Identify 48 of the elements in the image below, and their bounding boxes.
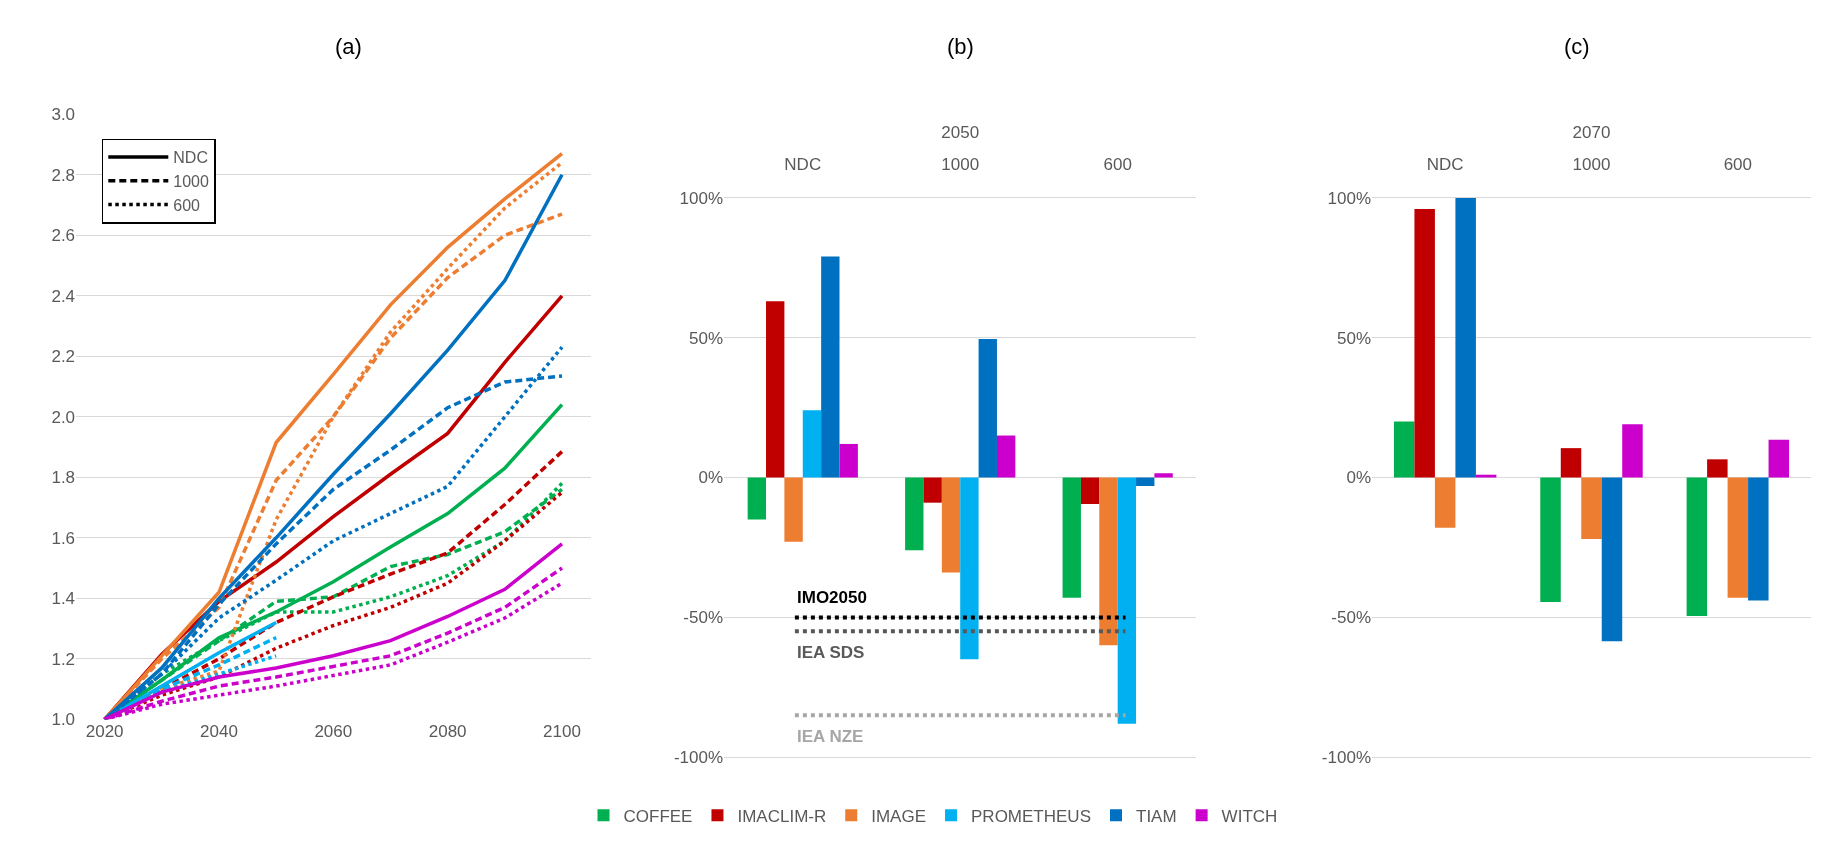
legend-label: PROMETHEUS	[971, 806, 1091, 826]
y-tick-label: 0%	[1346, 468, 1371, 488]
y-tick-label: -100%	[673, 748, 724, 768]
x-tick-label: 2060	[314, 722, 353, 742]
y-tick-label: 1.2	[51, 649, 76, 669]
y-tick-label: 0%	[698, 468, 724, 488]
y-tick-label: -50%	[1331, 608, 1371, 628]
x-tick-label: 1000	[1572, 154, 1611, 174]
x-tick-label: 1000	[941, 154, 980, 174]
y-tick-label: 2.8	[51, 165, 76, 185]
legend-label: 600	[173, 196, 201, 214]
legend-label: TIAM	[1136, 806, 1177, 826]
legend-label: 1000	[173, 172, 209, 190]
x-tick-label: 2080	[428, 722, 467, 742]
x-axis-title: 2070	[1572, 122, 1611, 142]
chart-title: (c)	[1564, 34, 1590, 59]
y-tick-label: 3.0	[51, 105, 76, 125]
y-tick-label: -50%	[683, 608, 724, 628]
chart-title: (a)	[335, 34, 362, 59]
y-tick-label: 100%	[1327, 188, 1371, 208]
chart-title: (b)	[947, 34, 974, 59]
ref-line-label: IMO2050	[797, 588, 867, 607]
legend-label: IMAGE	[871, 806, 927, 826]
x-tick-label: NDC	[784, 154, 822, 174]
y-tick-label: -100%	[1321, 748, 1371, 768]
x-tick-label: 600	[1103, 154, 1132, 174]
y-tick-label: 1.8	[51, 468, 76, 488]
y-tick-label: 1.0	[51, 710, 76, 730]
legend-label: IMACLIM-R	[737, 806, 827, 826]
x-tick-label: 2020	[85, 722, 124, 742]
y-tick-label: 2.4	[51, 286, 76, 306]
x-tick-label: 2100	[543, 722, 581, 742]
legend-label: WITCH	[1221, 806, 1278, 826]
ref-line-label: IEA SDS	[797, 643, 865, 662]
y-tick-label: 2.2	[51, 347, 76, 367]
legend-label: COFFEE	[623, 806, 693, 826]
y-tick-label: 2.6	[51, 226, 76, 246]
y-tick-label: 50%	[1336, 328, 1371, 348]
x-tick-label: 2040	[200, 722, 238, 742]
x-tick-label: NDC	[1426, 154, 1464, 174]
y-tick-label: 2.0	[51, 407, 76, 427]
y-tick-label: 100%	[679, 188, 724, 208]
y-tick-label: 50%	[689, 328, 724, 348]
y-tick-label: 1.4	[51, 589, 76, 609]
x-tick-label: 600	[1723, 154, 1753, 174]
x-axis-title: 2050	[941, 122, 980, 142]
ref-line-label: IEA NZE	[797, 727, 864, 746]
y-tick-label: 1.6	[51, 528, 76, 548]
